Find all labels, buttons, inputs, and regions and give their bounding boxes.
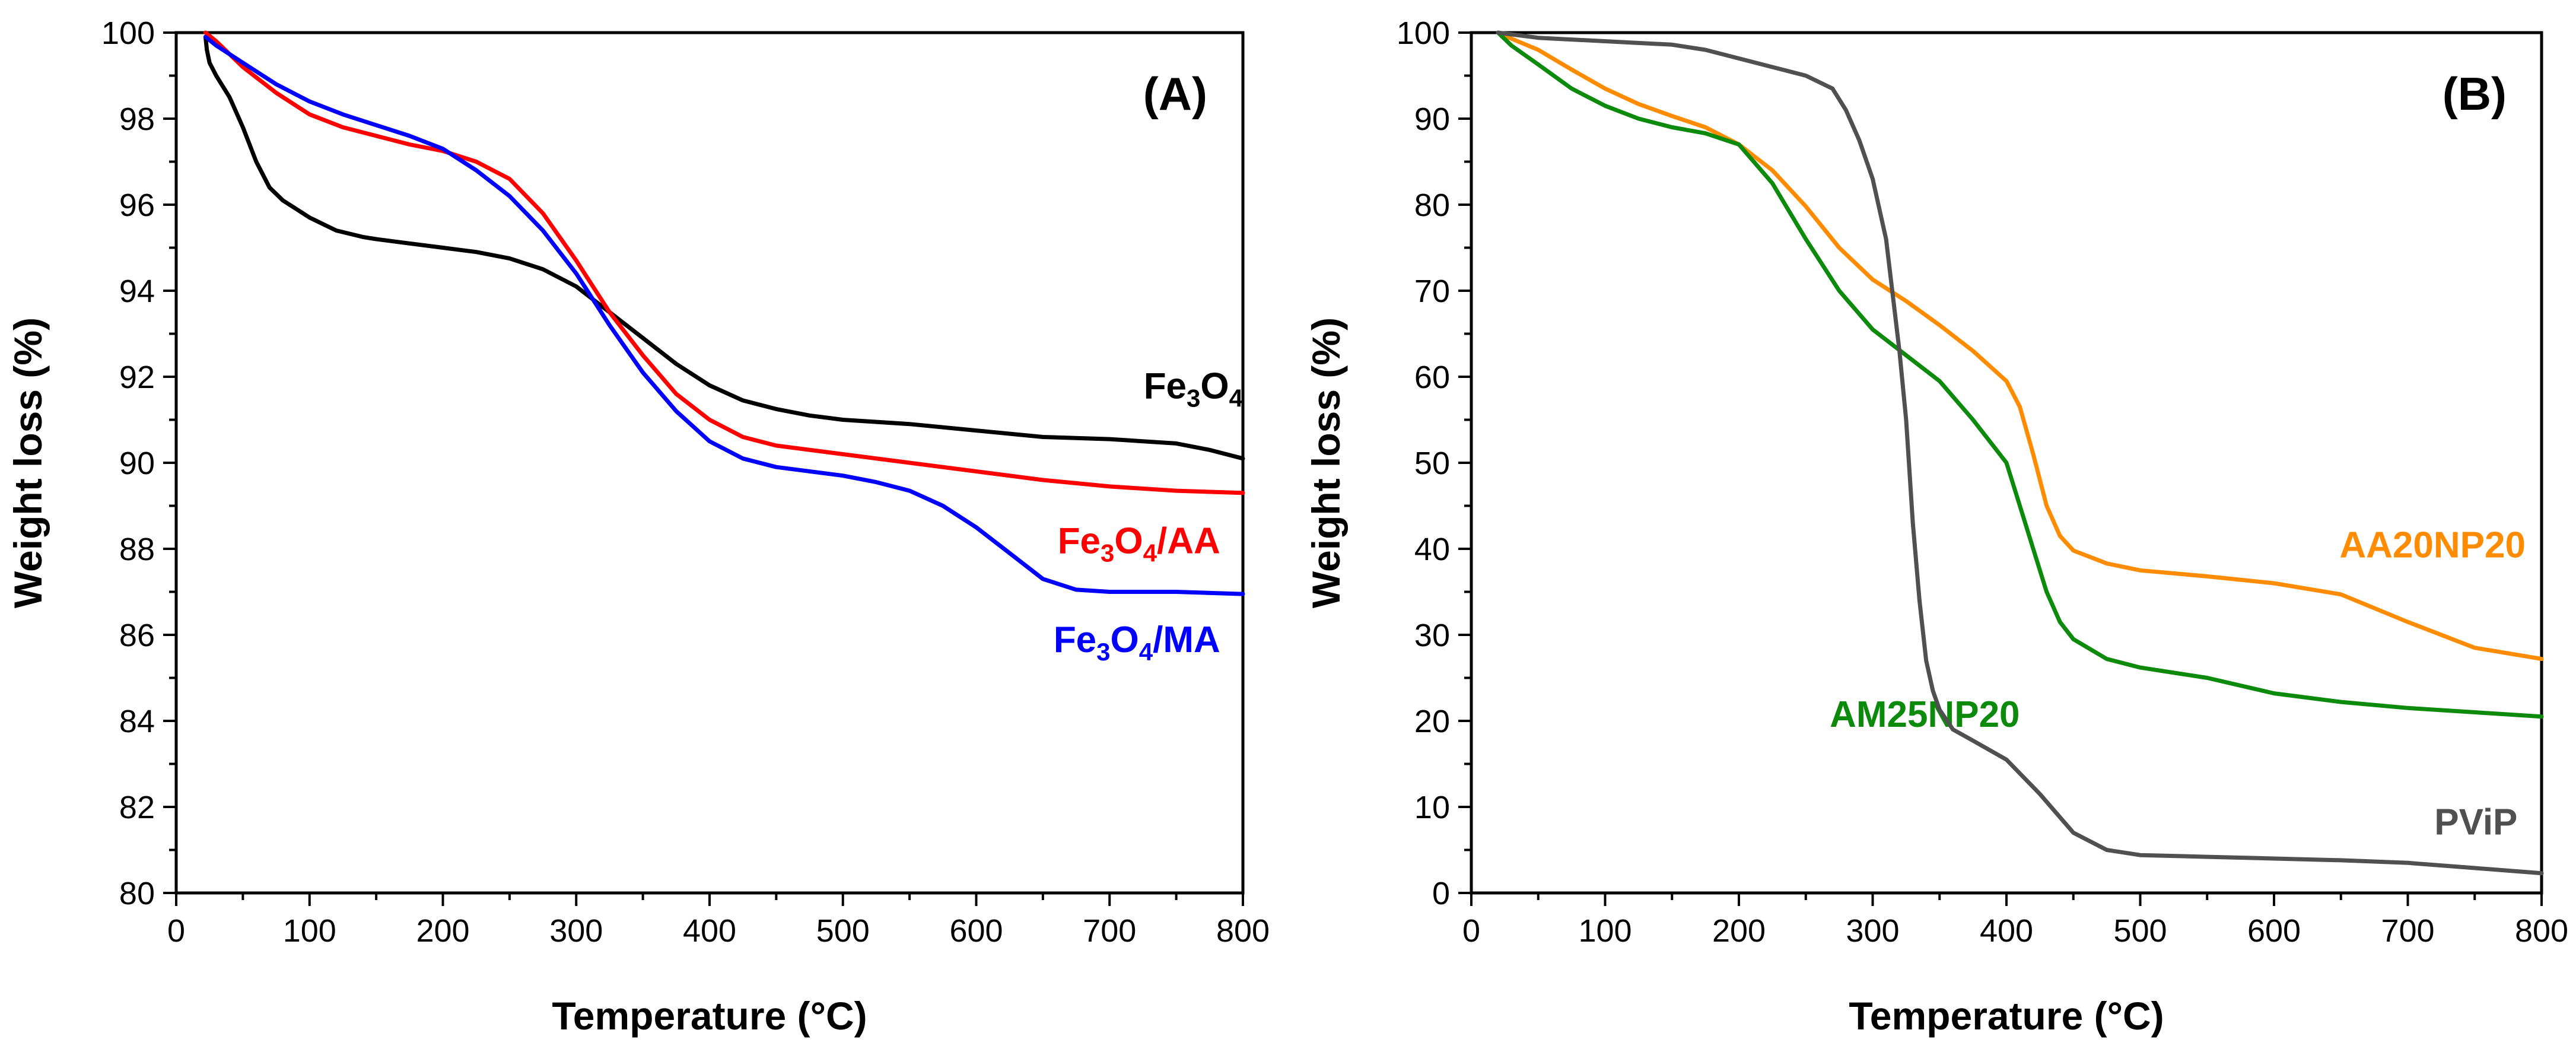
series-line-fe3o4-ma — [203, 34, 1245, 596]
series-label-part: AM25NP20 — [1830, 694, 2020, 735]
panel-b: 0 100 200 300 400 500 600 700 800 0 10 20 30 40 50 60 70… — [1304, 15, 2568, 1038]
series-label-part: /AA — [1157, 520, 1220, 561]
series-label-part: 3 — [1101, 539, 1114, 567]
y-tick-label: 10 — [1414, 790, 1450, 825]
y-tick-label: 50 — [1414, 446, 1450, 481]
x-axis-title: Temperature (°C) — [552, 994, 867, 1038]
y-tick-label: 40 — [1414, 532, 1450, 567]
series-label: PViP — [2434, 802, 2517, 843]
x-tick-label: 500 — [2113, 913, 2167, 949]
x-tick-label: 600 — [2247, 913, 2301, 949]
y-tick-label: 90 — [119, 446, 155, 481]
x-tick-label: 500 — [816, 913, 870, 949]
series-label-part: Fe — [1054, 619, 1096, 660]
y-tick-label: 70 — [1414, 274, 1450, 309]
x-tick-label: 700 — [2381, 913, 2434, 949]
x-tick-label: 100 — [283, 913, 336, 949]
y-tick-label: 90 — [1414, 101, 1450, 137]
panel-a: 0 100 200 300 400 500 600 700 800 80 82 84 86 88 90 92 9… — [6, 15, 1270, 1038]
x-tick-label: 600 — [949, 913, 1003, 949]
y-tick-label: 0 — [1432, 876, 1450, 911]
x-tick-label: 200 — [416, 913, 469, 949]
x-tick-label: 300 — [1846, 913, 1899, 949]
series-label-part: 3 — [1187, 384, 1200, 412]
y-tick-label: 88 — [119, 532, 155, 567]
series-label-part: O — [1114, 520, 1143, 561]
y-axis-title: Weight loss (%) — [6, 317, 50, 608]
series-label: Fe3O4 — [1144, 365, 1244, 412]
series-label-part: 3 — [1096, 638, 1110, 666]
series-label-part: 4 — [1143, 539, 1157, 567]
x-tick-label: 400 — [1980, 913, 2033, 949]
y-tick-label: 82 — [119, 790, 155, 825]
series-label-part: O — [1111, 619, 1139, 660]
x-tick-label: 800 — [1216, 913, 1270, 949]
series-label: AA20NP20 — [2339, 525, 2526, 566]
panel-label: (A) — [1143, 68, 1207, 120]
x-tick-label: 400 — [683, 913, 736, 949]
y-tick-label: 98 — [119, 101, 155, 137]
series-label-part: PViP — [2434, 802, 2517, 843]
series-label: AM25NP20 — [1830, 694, 2020, 735]
x-tick-label: 200 — [1712, 913, 1766, 949]
y-tick-label: 80 — [119, 876, 155, 911]
series-label: Fe3O4/MA — [1054, 619, 1220, 666]
x-tick-label: 800 — [2515, 913, 2568, 949]
series-label-part: /MA — [1153, 619, 1220, 660]
series-line-aa20np20 — [1496, 30, 2544, 662]
y-tick-label: 60 — [1414, 360, 1450, 395]
series-label-part: AA20NP20 — [2339, 525, 2526, 566]
y-tick-label: 20 — [1414, 704, 1450, 739]
series-line-fe3o4 — [203, 34, 1245, 461]
y-tick-label: 100 — [1397, 15, 1450, 51]
x-tick-label: 0 — [1462, 913, 1480, 949]
plot-frame — [174, 31, 1245, 895]
series-label: Fe3O4/AA — [1058, 520, 1220, 567]
y-tick-label: 84 — [119, 704, 155, 739]
x-axis-title: Temperature (°C) — [1849, 994, 2164, 1038]
x-tick-label: 300 — [549, 913, 603, 949]
y-axis-title: Weight loss (%) — [1304, 317, 1348, 608]
y-tick-label: 92 — [119, 360, 155, 395]
y-tick-label: 100 — [101, 15, 155, 51]
y-tick-label: 94 — [119, 274, 155, 309]
series-line-fe3o4-aa — [203, 30, 1245, 495]
series-label-part: Fe — [1058, 520, 1101, 561]
series-line-am25np20 — [1496, 30, 2544, 719]
y-tick-label: 80 — [1414, 187, 1450, 223]
series-label-part: 4 — [1139, 638, 1153, 666]
x-tick-label: 100 — [1578, 913, 1632, 949]
series-label-part: O — [1200, 365, 1229, 406]
series-label-part: Fe — [1144, 365, 1187, 406]
y-tick-label: 96 — [119, 187, 155, 223]
panel-label: (B) — [2443, 68, 2507, 120]
series-line-pvip — [1496, 30, 2544, 876]
x-tick-label: 700 — [1083, 913, 1136, 949]
series-label-part: 4 — [1229, 384, 1244, 412]
x-tick-label: 0 — [167, 913, 185, 949]
y-tick-label: 30 — [1414, 618, 1450, 653]
y-tick-label: 86 — [119, 618, 155, 653]
